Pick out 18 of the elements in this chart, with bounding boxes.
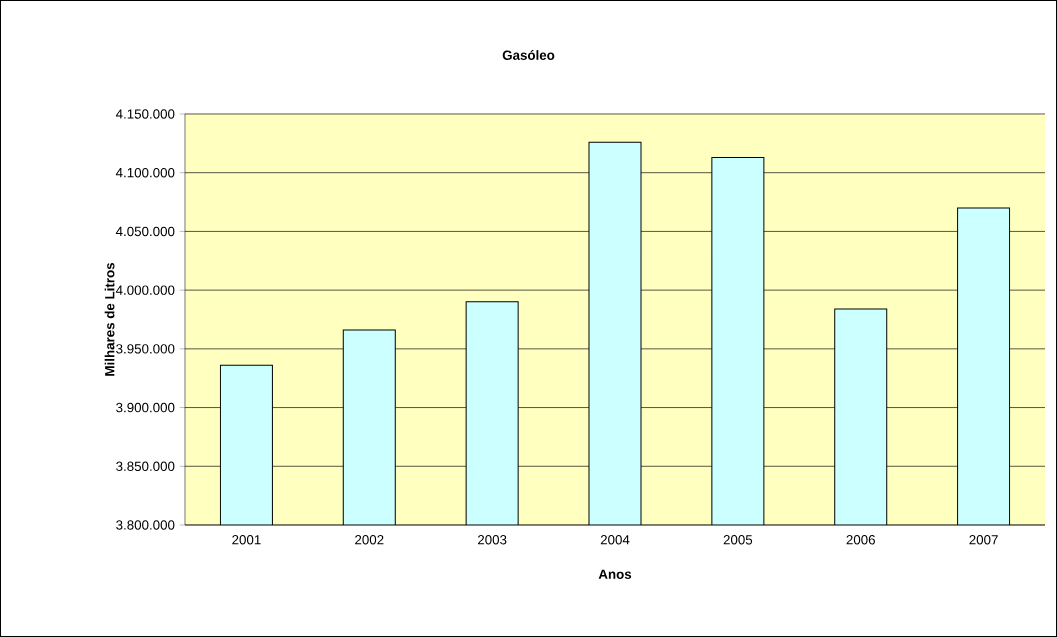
y-tick-label: 3.900.000 <box>116 402 175 413</box>
y-tick-label: 3.850.000 <box>116 461 175 472</box>
y-tick-label: 4.050.000 <box>115 226 175 237</box>
y-tick-label: 4.000.000 <box>115 285 175 295</box>
y-tick-label: 4.100.000 <box>115 167 175 178</box>
x-tick-label: 2006 <box>846 535 875 545</box>
y-axis-title: Milhares de Litros <box>104 262 115 376</box>
x-tick-label: 2002 <box>355 535 384 545</box>
x-tick-label: 2003 <box>477 535 507 545</box>
y-tick-label: 3.800.000 <box>116 520 175 530</box>
y-tick-label: 4.150.000 <box>115 109 175 119</box>
x-axis-title: Anos <box>598 569 632 579</box>
x-tick-label: 2004 <box>600 535 630 545</box>
x-tick-label: 2005 <box>723 535 753 545</box>
chart-title: Gasóleo <box>502 50 555 60</box>
y-tick-label: 3.950.000 <box>116 344 175 354</box>
x-tick-label: 2007 <box>969 535 998 545</box>
x-tick-label: 2001 <box>232 535 261 545</box>
